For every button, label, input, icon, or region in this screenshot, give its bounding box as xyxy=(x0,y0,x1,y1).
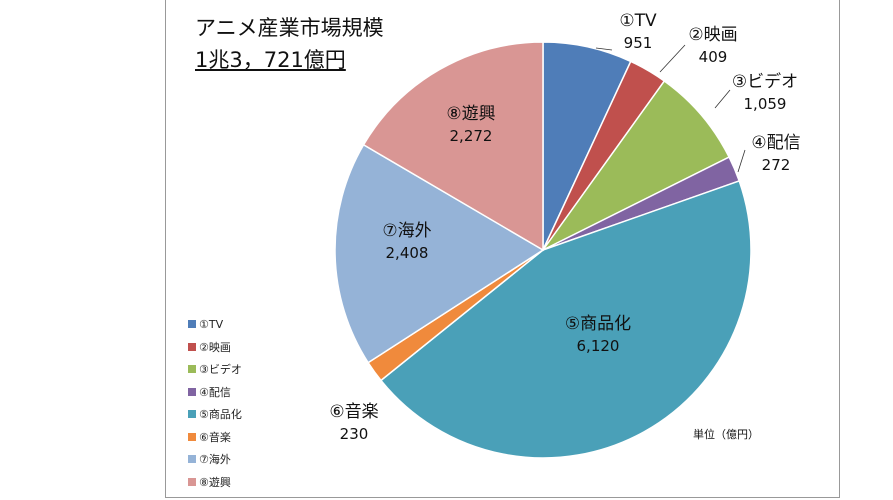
legend-label: ③ビデオ xyxy=(199,363,242,377)
leader-line xyxy=(714,89,731,109)
data-label-merchandise: ⑤商品化 6,120 xyxy=(564,314,632,355)
legend-swatch xyxy=(188,365,196,374)
pie-slice xyxy=(362,41,544,252)
leader-line xyxy=(659,44,686,73)
legend-swatch xyxy=(188,320,196,329)
unit-note: 単位（億円） xyxy=(693,428,759,441)
legend-item: ⑦海外 xyxy=(188,448,242,471)
pie-slice xyxy=(542,80,731,251)
legend-swatch xyxy=(188,387,196,396)
legend-label: ⑤商品化 xyxy=(199,408,242,422)
pie-slice xyxy=(379,179,752,459)
legend-item: ③ビデオ xyxy=(188,358,242,381)
legend-item: ⑥音楽 xyxy=(188,426,242,449)
legend-swatch xyxy=(188,455,196,464)
legend-swatch xyxy=(188,342,196,351)
legend-label: ⑧遊興 xyxy=(199,475,231,489)
chart-subtitle: 1兆3，721億円 xyxy=(195,48,346,72)
leader-line xyxy=(595,47,613,51)
legend-swatch xyxy=(188,410,196,419)
legend-label: ①TV xyxy=(199,317,224,331)
legend-label: ②映画 xyxy=(199,340,231,354)
legend-item: ②映画 xyxy=(188,336,242,359)
data-label-overseas: ⑦海外 2,408 xyxy=(382,221,432,262)
data-label-music: ⑥音楽 230 xyxy=(329,402,379,443)
pie-slice xyxy=(334,143,545,364)
legend-swatch xyxy=(188,432,196,441)
data-label-movie: ②映画 409 xyxy=(688,25,738,66)
legend-label: ⑦海外 xyxy=(199,453,231,467)
data-label-video: ③ビデオ 1,059 xyxy=(731,72,799,113)
data-label-tv: ①TV 951 xyxy=(619,11,657,52)
legend-swatch xyxy=(188,477,196,486)
chart-title: アニメ産業市場規模 xyxy=(195,16,384,40)
legend-item: ⑤商品化 xyxy=(188,403,242,426)
legend: ①TV ②映画 ③ビデオ ④配信 ⑤商品化 ⑥音楽 ⑦海外 ⑧遊興 xyxy=(188,313,242,493)
leader-line xyxy=(737,149,746,173)
data-label-amusement: ⑧遊興 2,272 xyxy=(446,104,496,145)
legend-item: ④配信 xyxy=(188,381,242,404)
legend-label: ⑥音楽 xyxy=(199,430,231,444)
legend-label: ④配信 xyxy=(199,385,231,399)
data-label-streaming: ④配信 272 xyxy=(751,133,801,174)
legend-item: ①TV xyxy=(188,313,242,336)
legend-item: ⑧遊興 xyxy=(188,471,242,494)
